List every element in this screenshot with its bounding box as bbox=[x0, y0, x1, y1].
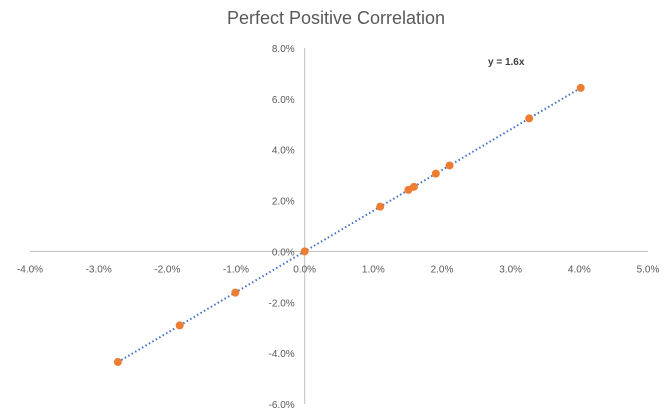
data-point bbox=[231, 288, 240, 297]
trendline bbox=[117, 87, 582, 363]
data-point bbox=[576, 83, 585, 92]
data-point bbox=[175, 321, 184, 330]
x-tick-label: 0.0% bbox=[293, 264, 316, 275]
x-tick-label: 1.0% bbox=[362, 264, 385, 275]
x-tick-label: -1.0% bbox=[223, 264, 249, 275]
data-point bbox=[113, 358, 122, 367]
data-point bbox=[376, 202, 385, 211]
y-tick-label: 6.0% bbox=[272, 95, 295, 106]
data-point bbox=[409, 182, 418, 191]
x-tick-label: 2.0% bbox=[431, 264, 454, 275]
y-tick-label: -6.0% bbox=[269, 400, 295, 411]
trendline-equation: y = 1.6x bbox=[488, 57, 525, 68]
chart-title: Perfect Positive Correlation bbox=[226, 8, 446, 28]
x-tick-label: 3.0% bbox=[499, 264, 522, 275]
x-tick-label: 4.0% bbox=[568, 264, 591, 275]
x-tick-label: -4.0% bbox=[17, 264, 43, 275]
y-tick-label: -2.0% bbox=[269, 298, 295, 309]
y-tick-label: 8.0% bbox=[272, 44, 295, 55]
y-tick-label: 2.0% bbox=[272, 197, 295, 208]
data-point bbox=[431, 169, 440, 178]
data-point bbox=[525, 114, 534, 123]
y-tick-label: -4.0% bbox=[269, 349, 295, 360]
data-point bbox=[445, 161, 454, 170]
x-tick-label: -2.0% bbox=[154, 264, 180, 275]
x-tick-label: 5.0% bbox=[637, 264, 660, 275]
data-point bbox=[300, 247, 309, 256]
y-tick-label: 0.0% bbox=[272, 247, 295, 258]
x-tick-label: -3.0% bbox=[86, 264, 112, 275]
y-tick-label: 4.0% bbox=[272, 146, 295, 157]
